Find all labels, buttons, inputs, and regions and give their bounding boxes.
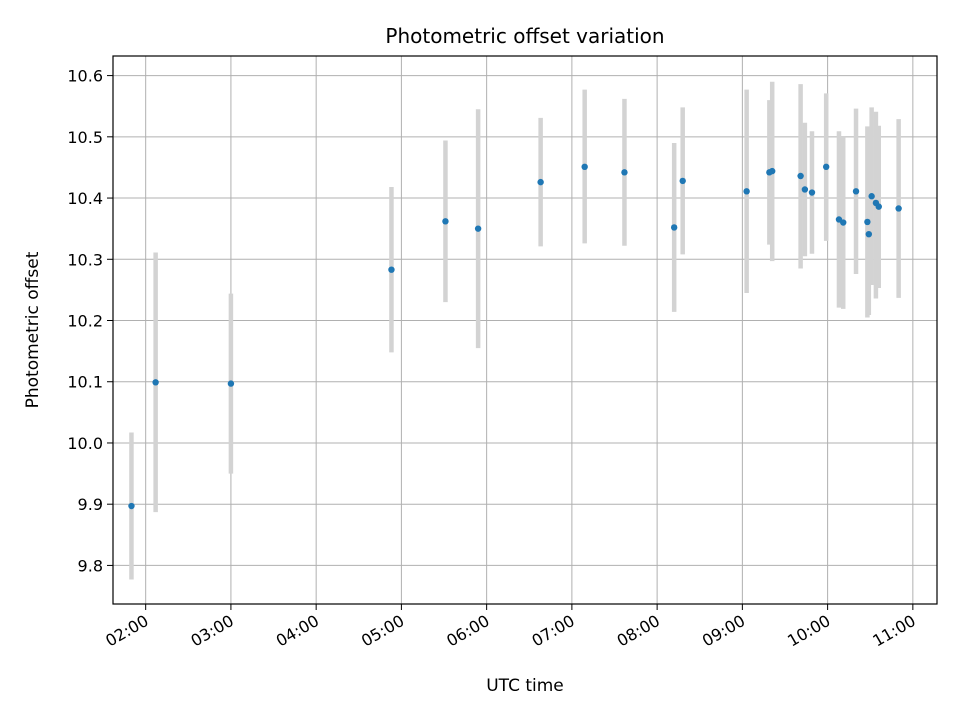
data-point <box>743 188 750 195</box>
y-tick-label: 10.2 <box>67 312 103 331</box>
data-point <box>227 380 235 387</box>
data-point <box>537 178 544 186</box>
y-tick-label: 10.0 <box>67 434 103 453</box>
data-point <box>581 163 588 171</box>
data-point <box>621 169 628 176</box>
y-axis-label: Photometric offset <box>23 251 43 408</box>
data-point <box>670 224 678 231</box>
data-point <box>875 203 882 210</box>
data-point <box>442 218 449 225</box>
data-point <box>128 502 135 510</box>
y-tick-label: 9.9 <box>78 495 103 514</box>
data-point <box>474 225 482 232</box>
data-point <box>152 379 159 386</box>
data-point <box>895 205 902 212</box>
data-point <box>801 186 809 193</box>
data-point <box>852 188 860 195</box>
data-point <box>797 172 804 180</box>
data-point <box>388 266 395 273</box>
y-tick-label: 10.6 <box>67 67 103 86</box>
plot-frame <box>112 55 938 605</box>
data-point <box>864 218 871 226</box>
y-tick-label: 10.4 <box>67 189 103 208</box>
data-point <box>865 230 873 238</box>
y-tick-label: 10.3 <box>67 250 103 269</box>
point-layer <box>128 163 902 510</box>
y-tick-label: 10.5 <box>67 128 103 147</box>
data-point <box>769 167 776 175</box>
data-point <box>822 163 830 171</box>
chart-title: Photometric offset variation <box>385 24 664 48</box>
data-point <box>840 219 847 226</box>
data-point <box>808 189 816 196</box>
data-point <box>868 193 875 200</box>
y-tick-label: 10.1 <box>67 373 103 392</box>
data-point <box>679 177 686 185</box>
y-axis-ticks: 9.8 9.9 10.0 10.1 10.2 10.3 10.4 10.5 10.6 <box>67 67 113 575</box>
y-tick-label: 9.8 <box>78 556 103 575</box>
x-axis-label: UTC time <box>486 676 564 696</box>
